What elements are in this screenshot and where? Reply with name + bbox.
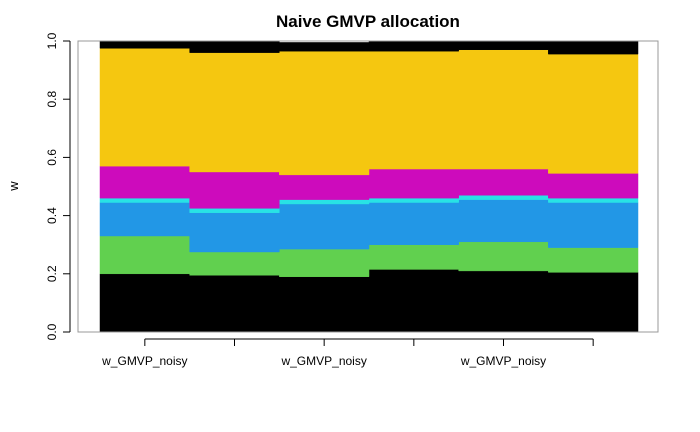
plot-area [99, 40, 639, 333]
x-tick-label: w_GMVP_noisy [101, 354, 187, 368]
area-layer-6 [99, 48, 639, 176]
area-layer-7 [99, 40, 639, 55]
y-tick-label: 0.8 [45, 91, 59, 108]
y-tick-label: 0.0 [45, 323, 59, 340]
y-tick-label: 0.2 [45, 265, 59, 282]
x-tick-label: w_GMVP_noisy [280, 354, 366, 368]
y-axis: 0.0 0.2 0.4 0.6 0.8 1.0 [45, 32, 71, 340]
y-tick-label: 0.4 [45, 207, 59, 224]
y-tick-label: 0.6 [45, 149, 59, 166]
plot-frame [77, 40, 659, 333]
y-tick-label: 1.0 [45, 32, 59, 49]
y-axis-label: w [6, 181, 21, 192]
x-axis: w_GMVP_noisy w_GMVP_noisy w_GMVP_noisy [101, 338, 594, 368]
area-layer-1 [99, 269, 639, 333]
x-tick-label: w_GMVP_noisy [460, 354, 546, 368]
chart-title: Naive GMVP allocation [276, 12, 460, 31]
